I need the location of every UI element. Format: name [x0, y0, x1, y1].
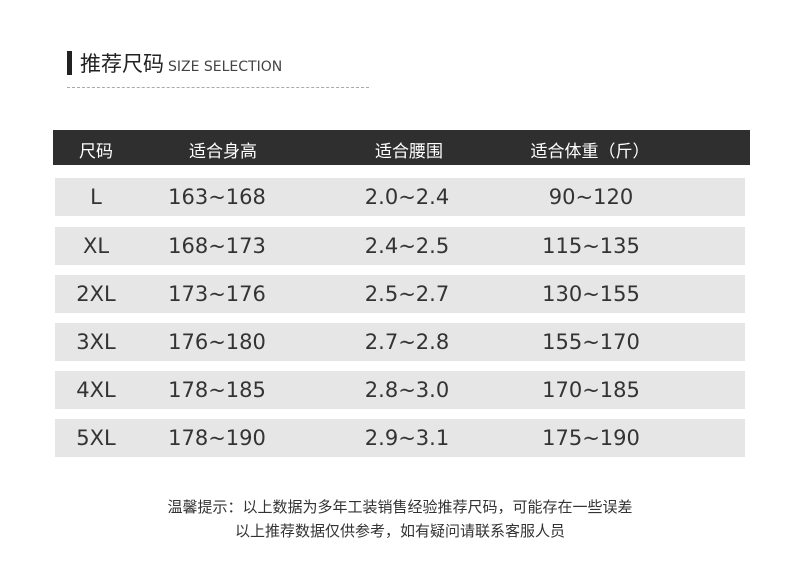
cell-height: 176~180 [168, 330, 266, 354]
cell-waist: 2.5~2.7 [364, 282, 450, 306]
cell-size: L [90, 185, 102, 209]
cell-height: 178~190 [168, 426, 266, 450]
cell-height: 173~176 [168, 282, 266, 306]
header-weight: 适合体重（斤） [530, 142, 650, 162]
cell-weight: 130~155 [542, 282, 640, 306]
cell-waist: 2.9~3.1 [364, 426, 450, 450]
note-line-2: 以上推荐数据仅供参考，如有疑问请联系客服人员 [234, 522, 565, 540]
title-english: SIZE SELECTION [168, 59, 283, 75]
cell-waist: 2.4~2.5 [364, 234, 450, 258]
table-row: L 163~168 2.0~2.4 90~120 [55, 178, 745, 216]
table-header: 尺码 适合身高 适合腰围 适合体重（斤） [53, 130, 750, 165]
cell-weight: 175~190 [542, 426, 640, 450]
table-row: XL 168~173 2.4~2.5 115~135 [55, 227, 745, 265]
table-row: 5XL 178~190 2.9~3.1 175~190 [55, 419, 745, 457]
section-title: 推荐尺码 SIZE SELECTION [67, 48, 282, 78]
header-waist: 适合腰围 [375, 142, 443, 162]
cell-height: 168~173 [168, 234, 266, 258]
table-row: 3XL 176~180 2.7~2.8 155~170 [55, 323, 745, 361]
cell-waist: 2.8~3.0 [364, 378, 450, 402]
header-height: 适合身高 [189, 142, 257, 162]
cell-size: 3XL [76, 330, 116, 354]
title-accent-bar [67, 51, 72, 75]
header-size: 尺码 [79, 142, 113, 162]
cell-size: 5XL [76, 426, 116, 450]
note-line-1: 温馨提示：以上数据为多年工装销售经验推荐尺码，可能存在一些误差 [167, 498, 633, 516]
title-divider [67, 87, 369, 88]
cell-waist: 2.0~2.4 [364, 185, 450, 209]
cell-size: 4XL [76, 378, 116, 402]
cell-weight: 170~185 [542, 378, 640, 402]
cell-weight: 115~135 [542, 234, 640, 258]
cell-size: 2XL [76, 282, 116, 306]
table-row: 2XL 173~176 2.5~2.7 130~155 [55, 275, 745, 313]
cell-size: XL [82, 234, 110, 258]
title-chinese: 推荐尺码 [80, 52, 164, 76]
cell-weight: 155~170 [542, 330, 640, 354]
table-row: 4XL 178~185 2.8~3.0 170~185 [55, 371, 745, 409]
cell-height: 178~185 [168, 378, 266, 402]
cell-weight: 90~120 [548, 185, 634, 209]
cell-height: 163~168 [168, 185, 266, 209]
cell-waist: 2.7~2.8 [364, 330, 450, 354]
